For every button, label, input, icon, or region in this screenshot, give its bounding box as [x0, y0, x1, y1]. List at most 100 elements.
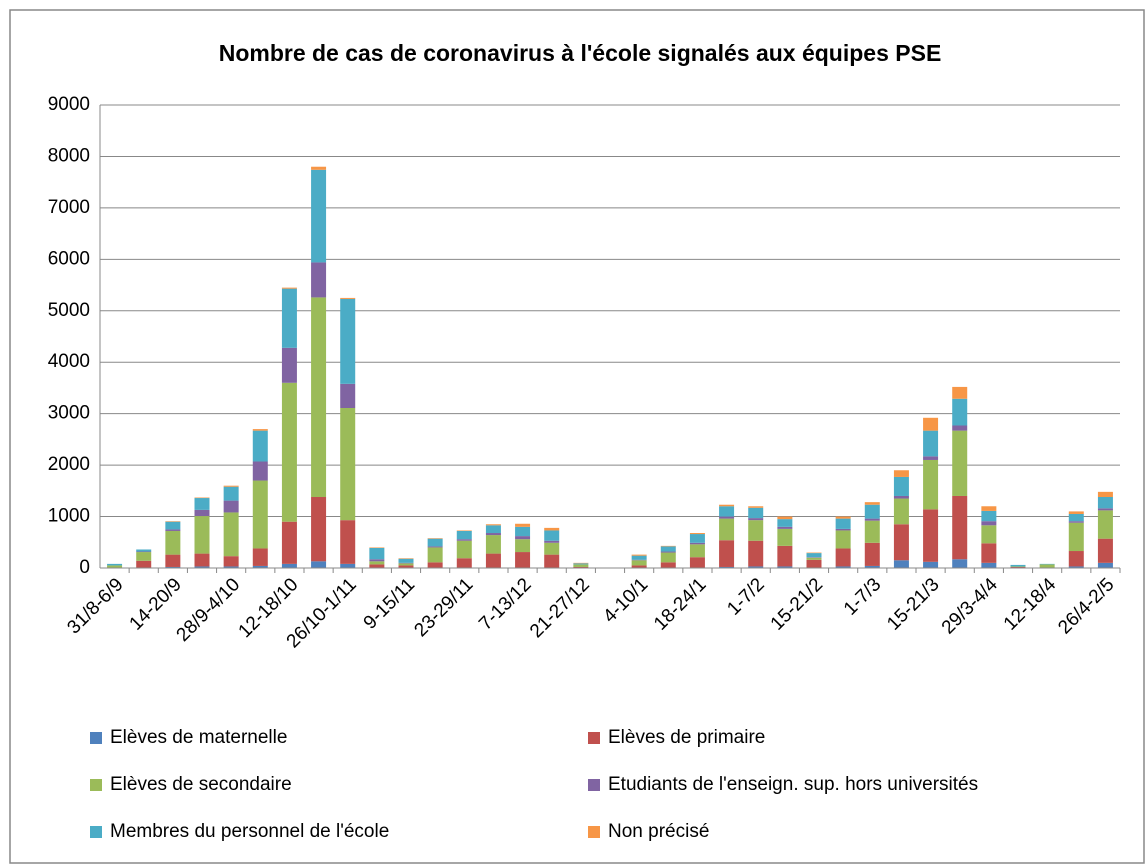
bar-segment [573, 563, 589, 565]
bar-segment [864, 542, 880, 566]
bar-segment [893, 560, 909, 568]
bar-segment [952, 386, 968, 399]
bar-segment [252, 548, 268, 566]
bar-segment [515, 526, 531, 537]
bar-segment [923, 561, 939, 568]
bar-segment [777, 519, 793, 527]
bar-segment [660, 545, 676, 547]
bar-segment [194, 566, 210, 568]
bar-segment [806, 552, 822, 554]
bar-segment [194, 553, 210, 567]
bar-segment [1068, 521, 1084, 523]
bar-segment [485, 533, 501, 536]
bar-segment [194, 498, 210, 510]
bar-segment [223, 485, 239, 487]
bar-segment [223, 566, 239, 568]
bar-segment [456, 540, 472, 559]
bar-segment [573, 562, 589, 564]
bar-segment [281, 287, 297, 289]
bar-segment [194, 516, 210, 554]
bar-segment [835, 528, 851, 531]
bar-segment [777, 566, 793, 568]
bar-segment [1039, 564, 1055, 568]
bar-segment [544, 542, 560, 555]
y-tick-label: 3000 [48, 403, 90, 424]
bar-segment [893, 524, 909, 561]
bar-segment [835, 516, 851, 519]
bar-segment [398, 558, 414, 563]
legend-label: Elèves de primaire [608, 727, 765, 748]
bar-segment [893, 476, 909, 496]
bar-segment [748, 540, 764, 567]
bar-segment [544, 530, 560, 541]
bar-segment [748, 520, 764, 541]
bar-segment [806, 557, 822, 560]
bar-segment [544, 527, 560, 531]
bar-segment [1097, 510, 1113, 539]
bar-segment [427, 538, 443, 539]
bar-segment [806, 559, 822, 568]
bar-segment [194, 509, 210, 517]
bar-segment [427, 547, 443, 563]
bar-segment [281, 288, 297, 348]
y-tick-label: 5000 [48, 300, 90, 321]
bar-segment [719, 540, 735, 567]
bar-segment [1068, 522, 1084, 552]
bar-segment [1068, 566, 1084, 568]
bar-segment [719, 504, 735, 507]
bar-segment [923, 509, 939, 562]
bar-segment [311, 262, 327, 298]
bar-segment [631, 560, 647, 566]
bar-segment [952, 430, 968, 496]
bar-segment [485, 525, 501, 534]
bar-segment [340, 520, 356, 564]
bar-segment [835, 548, 851, 567]
bar-segment [194, 497, 210, 499]
bar-segment [1068, 511, 1084, 514]
bar-segment [252, 429, 268, 431]
bar-segment [311, 561, 327, 568]
bar-segment [864, 502, 880, 505]
bar-segment [165, 554, 181, 567]
bar-segment [864, 518, 880, 521]
bar-segment [777, 526, 793, 529]
bar-segment [573, 566, 589, 568]
bar-segment [340, 408, 356, 521]
chart-title: Nombre de cas de coronavirus à l'école s… [219, 40, 942, 66]
bar-segment [748, 507, 764, 519]
legend-swatch [90, 826, 102, 838]
y-tick-label: 6000 [48, 248, 90, 269]
bar-segment [952, 398, 968, 426]
bar-segment [1068, 513, 1084, 522]
bar-segment [165, 566, 181, 568]
bar-segment [1097, 538, 1113, 563]
bar-segment [544, 540, 560, 543]
bar-segment [864, 520, 880, 543]
bar-segment [340, 383, 356, 409]
y-tick-label: 7000 [48, 197, 90, 218]
bar-segment [281, 382, 297, 522]
bar-segment [369, 547, 385, 560]
bar-segment [806, 553, 822, 558]
bar-segment [136, 551, 152, 553]
bar-segment [107, 565, 123, 568]
bar-segment [515, 536, 531, 540]
bar-segment [223, 500, 239, 513]
bar-segment [864, 565, 880, 568]
bar-segment [923, 417, 939, 431]
bar-segment [427, 538, 443, 547]
bar-segment [398, 565, 414, 568]
legend-swatch [588, 732, 600, 744]
bar-segment [923, 430, 939, 457]
bar-segment [835, 530, 851, 549]
bar-segment [311, 169, 327, 263]
bar-segment [515, 523, 531, 527]
bar-segment [398, 562, 414, 564]
bar-segment [952, 495, 968, 560]
bar-segment [456, 530, 472, 540]
bar-segment [427, 546, 443, 548]
bar-segment [1097, 562, 1113, 568]
bar-segment [806, 557, 822, 558]
legend-swatch [588, 779, 600, 791]
